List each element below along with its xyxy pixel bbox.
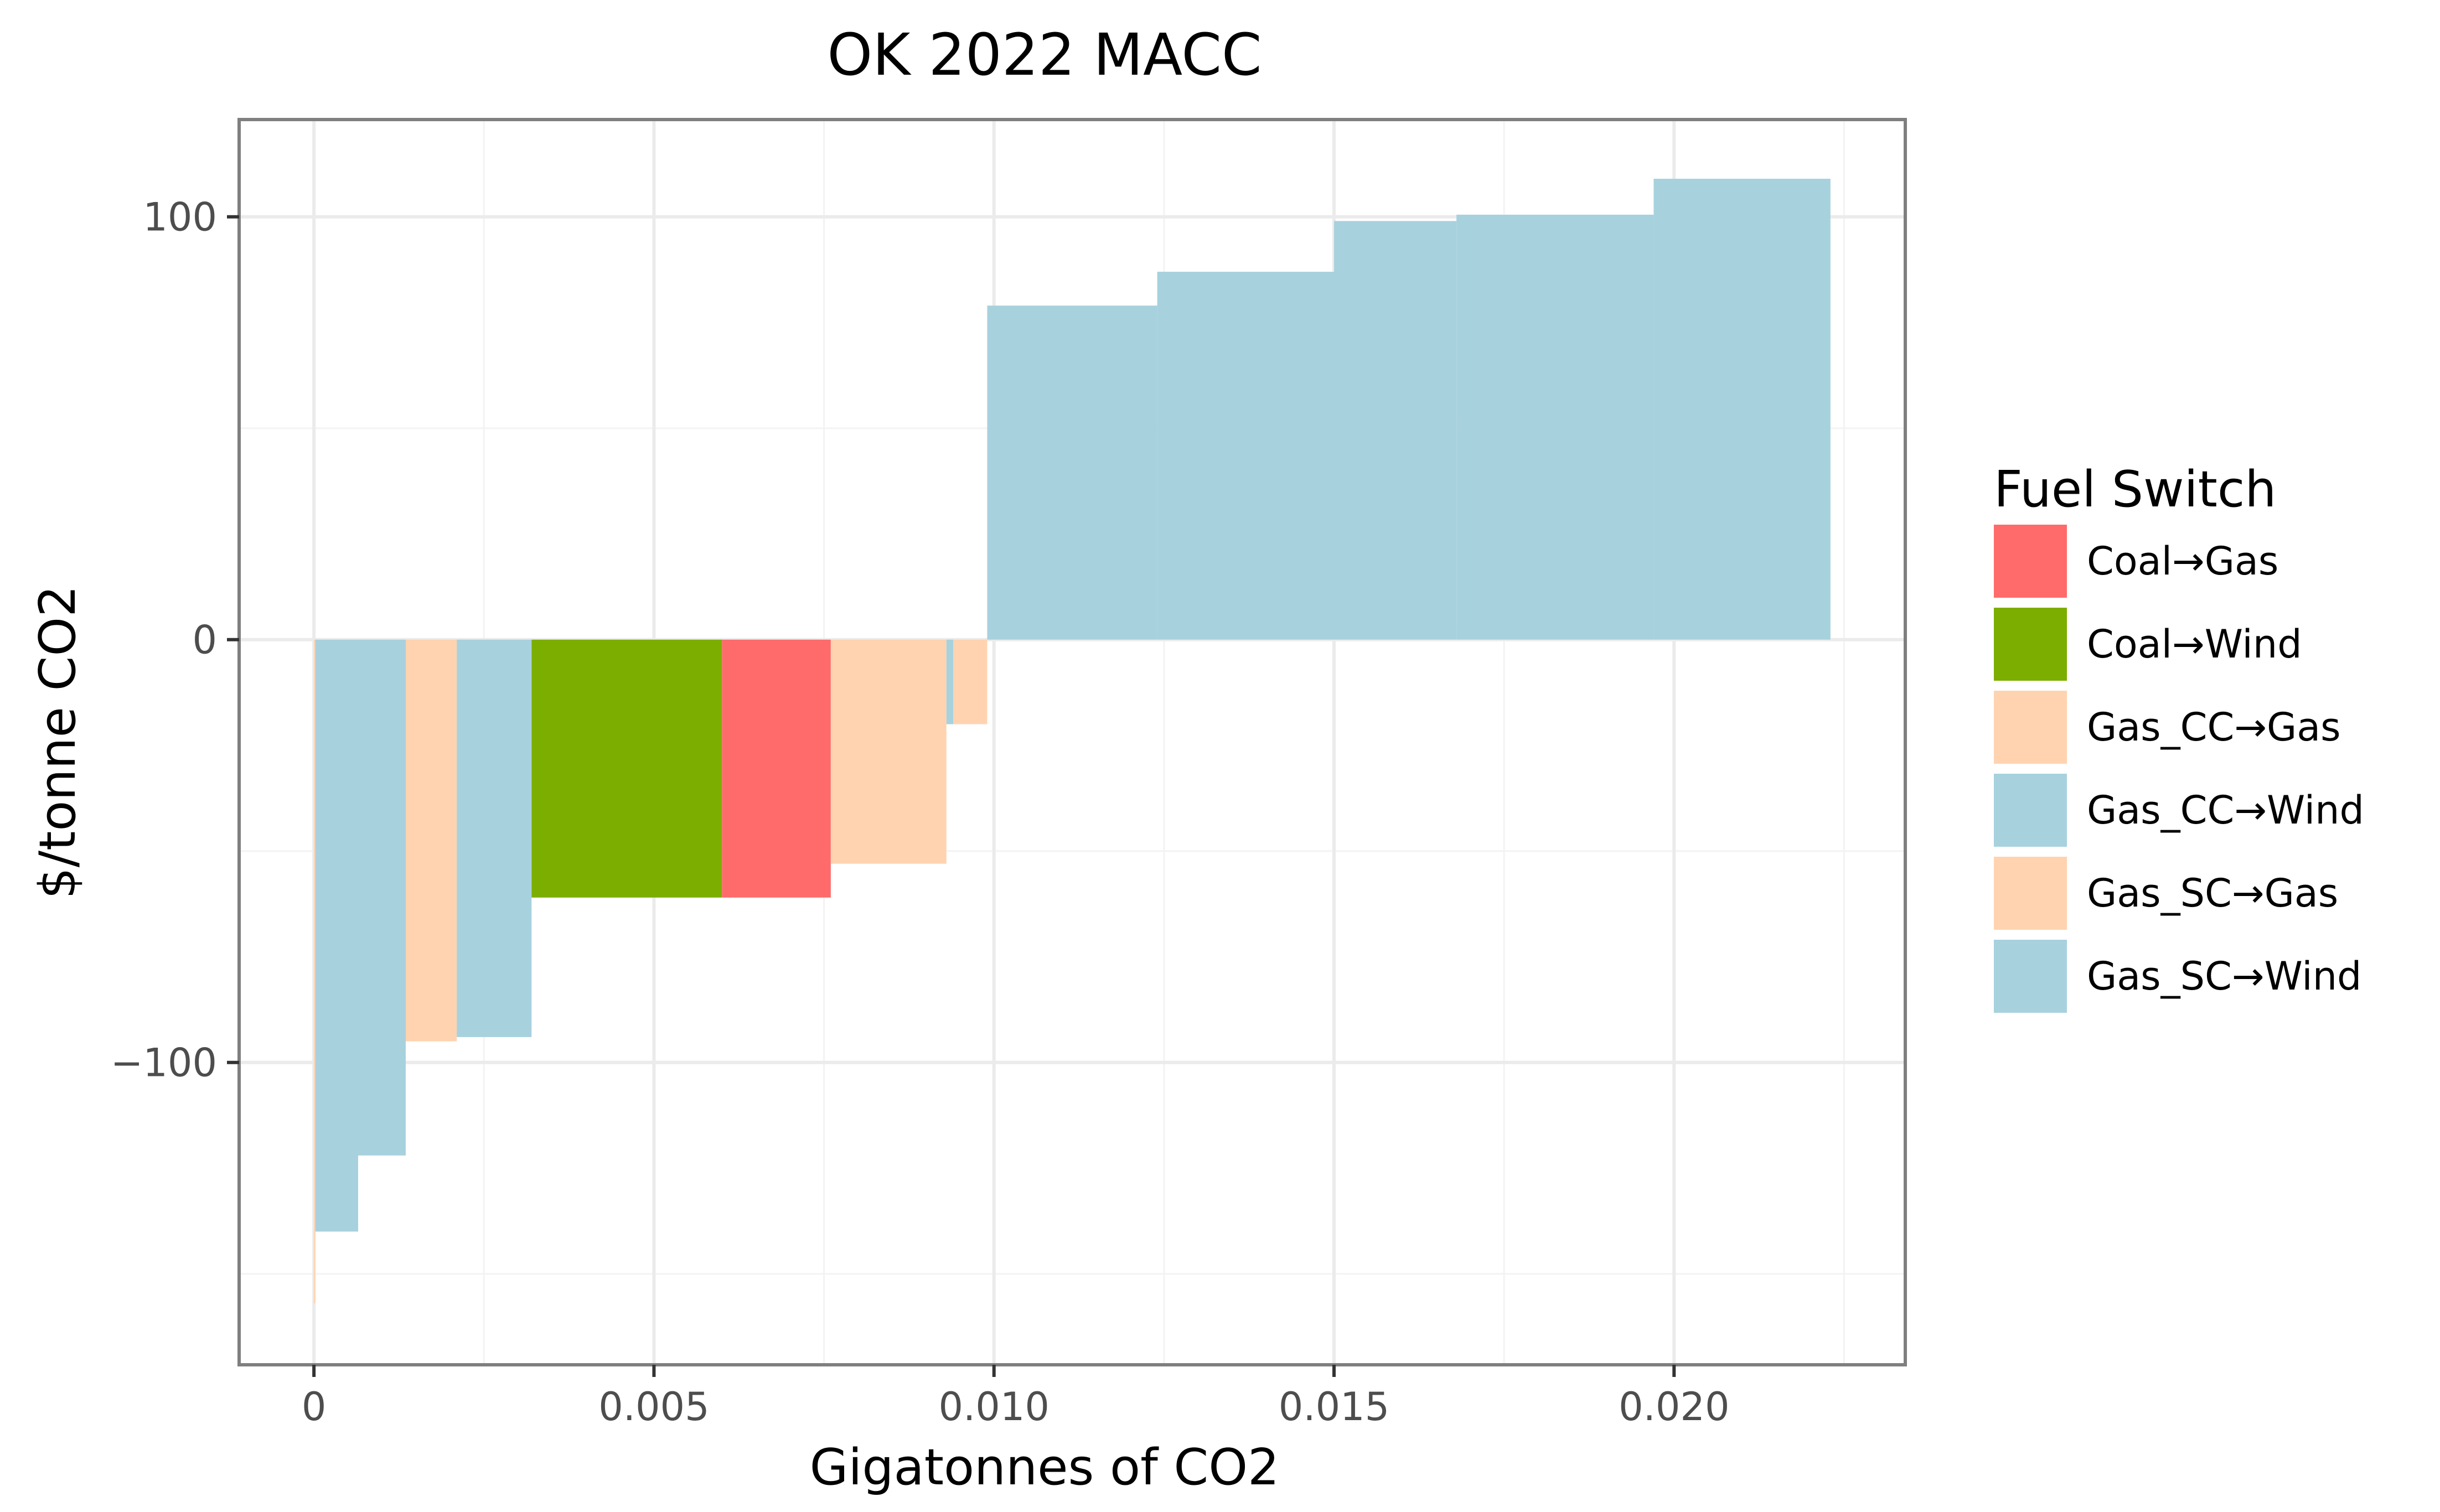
legend-label: Coal→Gas xyxy=(2087,538,2278,584)
macc-bar xyxy=(1653,178,1831,640)
macc-bar xyxy=(457,639,532,1037)
legend-items: Coal→Gas Coal→Wind Gas_CC→Gas Gas_CC→Wind Ga… xyxy=(1994,525,2364,1013)
x-axis-label: Gigatonnes of CO2 xyxy=(810,1438,1280,1497)
plot-panel-border xyxy=(237,118,1907,1366)
legend-label: Gas_CC→Gas xyxy=(2087,705,2341,750)
chart-title: OK 2022 MACC xyxy=(827,21,1262,89)
x-tick-label: 0.015 xyxy=(1279,1384,1389,1430)
legend-swatch xyxy=(1994,857,2067,930)
x-tick-label: 0.010 xyxy=(939,1384,1050,1430)
legend-title: Fuel Switch xyxy=(1994,460,2276,519)
macc-bar xyxy=(987,305,1157,640)
macc-bar xyxy=(1334,221,1457,640)
macc-bar xyxy=(315,639,358,1232)
macc-bar xyxy=(953,639,988,724)
legend-swatch xyxy=(1994,774,2067,847)
x-tick-label: 0 xyxy=(302,1384,327,1430)
macc-bar xyxy=(406,639,457,1042)
legend-swatch xyxy=(1994,691,2067,764)
legend-label: Gas_SC→Wind xyxy=(2087,954,2362,999)
macc-bar xyxy=(722,639,831,898)
legend-label: Coal→Wind xyxy=(2087,622,2302,667)
x-tick-label: 0.005 xyxy=(598,1384,709,1430)
legend-swatch xyxy=(1994,525,2067,598)
legend-swatch xyxy=(1994,940,2067,1013)
y-tick-label: −100 xyxy=(111,1040,217,1086)
x-axis-ticks: 0 0.005 0.010 0.015 0.020 xyxy=(302,1365,1729,1430)
legend: Fuel Switch Coal→Gas Coal→Wind Gas_CC→Gas G… xyxy=(1994,460,2364,1013)
legend-label: Gas_CC→Wind xyxy=(2087,788,2364,833)
y-tick-label: 0 xyxy=(192,618,217,663)
x-tick-label: 0.020 xyxy=(1619,1384,1729,1430)
macc-bar xyxy=(1456,214,1654,640)
macc-bar xyxy=(830,639,947,864)
y-axis-ticks: −100 0 100 xyxy=(111,195,239,1086)
y-tick-label: 100 xyxy=(143,195,217,240)
y-axis-label: $/tonne CO2 xyxy=(29,586,87,899)
macc-bar xyxy=(1157,272,1334,640)
legend-swatch xyxy=(1994,608,2067,681)
plot-panel xyxy=(237,118,1907,1366)
legend-label: Gas_SC→Gas xyxy=(2087,871,2338,916)
macc-bar xyxy=(946,639,953,724)
macc-bar xyxy=(358,639,406,1156)
macc-bar xyxy=(531,639,722,898)
macc-bar xyxy=(314,639,316,1304)
bars xyxy=(314,178,1831,1304)
